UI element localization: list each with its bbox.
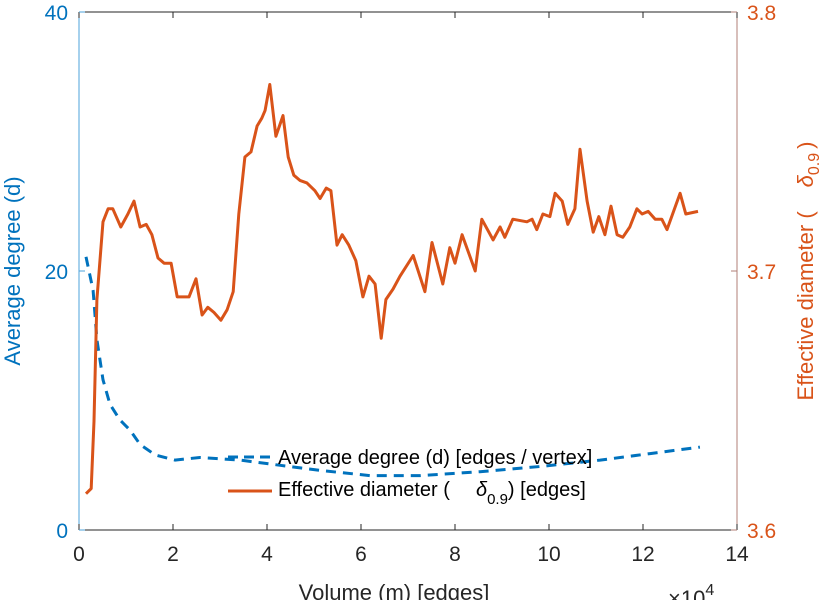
- x-tick-label: 0: [73, 543, 85, 566]
- x-tick-label: 8: [449, 543, 461, 566]
- legend-prefix: Effective diameter (: [278, 479, 450, 501]
- x-tick-label: 14: [725, 543, 749, 566]
- x-axis-ticks: 0 2 4 6 8 10 12 14: [73, 12, 749, 566]
- right-tick-label: 3.7: [747, 261, 776, 284]
- right-axis-ticks: 3.6 3.7 3.8: [731, 2, 776, 543]
- x-axis-label: Volume (m) [edges]: [299, 580, 490, 600]
- left-axis-label: Average degree (d): [0, 176, 25, 365]
- average-degree-line: [84, 256, 701, 478]
- right-label-prefix: Effective diameter (: [793, 211, 818, 401]
- right-label-symbol: δ: [793, 174, 818, 187]
- left-tick-label: 0: [56, 520, 68, 543]
- legend-symbol: δ: [476, 479, 488, 501]
- legend-sub: 0.9: [487, 491, 508, 508]
- legend-suffix: ) [edges]: [508, 479, 586, 501]
- x-tick-label: 2: [167, 543, 179, 566]
- right-label-sub: 0.9: [806, 153, 823, 175]
- series-lines: [84, 83, 701, 495]
- left-axis-ticks: 0 20 40: [45, 2, 85, 543]
- x-tick-label: 4: [261, 543, 273, 566]
- left-tick-label: 40: [45, 2, 68, 25]
- right-tick-label: 3.6: [747, 520, 776, 543]
- x-tick-label: 10: [537, 543, 560, 566]
- legend-label-average-degree: Average degree (d) [edges / vertex]: [278, 447, 592, 469]
- legend-label-effective-diameter: Effective diameter ( δ0.9) [edges]: [278, 479, 586, 508]
- legend: Average degree (d) [edges / vertex] Effe…: [228, 447, 592, 508]
- right-axis-label: Effective diameter ( δ0.9): [793, 142, 823, 401]
- effective-diameter-line: [84, 83, 699, 495]
- left-tick-label: 20: [45, 261, 68, 284]
- right-tick-label: 3.8: [747, 2, 776, 25]
- x-tick-label: 6: [355, 543, 367, 566]
- right-label-suffix: ): [793, 142, 818, 149]
- x-multiplier-base: ×10: [668, 586, 705, 600]
- x-tick-label: 12: [631, 543, 654, 566]
- x-axis-multiplier: ×104: [668, 582, 714, 600]
- x-multiplier-exp: 4: [705, 582, 714, 599]
